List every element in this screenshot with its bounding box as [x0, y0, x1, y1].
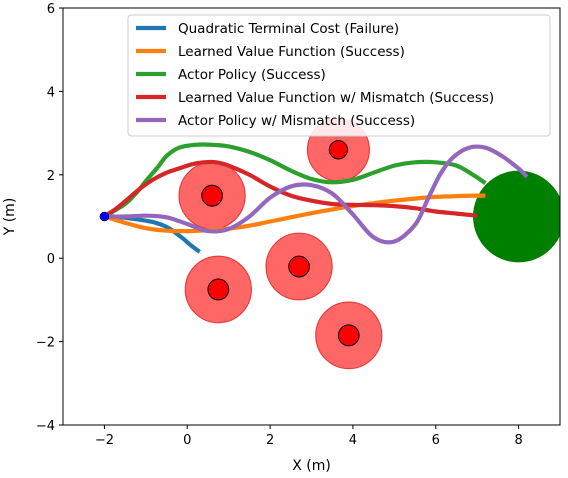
x-axis-label: X (m)	[292, 458, 331, 474]
y-tick-label: 2	[47, 169, 55, 184]
series-line-5	[104, 144, 529, 245]
series-line-2	[103, 193, 486, 234]
start-point	[99, 211, 110, 222]
legend-entry-2: Learned Value Function (Success)	[178, 44, 405, 60]
x-tick-label: 8	[514, 433, 522, 448]
y-axis-label: Y (m)	[2, 198, 18, 237]
y-tick-label: −4	[36, 419, 55, 434]
legend: Quadratic Terminal Cost (Failure) Learned…	[127, 14, 551, 137]
y-tick-label: 4	[47, 85, 55, 100]
legend-entry-5: Actor Policy w/ Mismatch (Success)	[178, 113, 415, 129]
x-tick-label: −2	[95, 433, 114, 448]
goal-region	[473, 170, 560, 263]
obstacle-core-3	[288, 255, 310, 278]
x-tick-label: 0	[183, 433, 191, 448]
series-line-4	[103, 159, 478, 219]
obstacle-core-4	[328, 140, 349, 160]
x-tick-label: 2	[266, 433, 274, 448]
legend-box	[127, 14, 551, 137]
axis-ticks: −2 0 2 4 6 8 −4 −2 0 2 4 6	[36, 2, 523, 448]
legend-entry-4: Learned Value Function w/ Mismatch (Succ…	[178, 90, 494, 106]
obstacle-core-5	[337, 324, 360, 347]
legend-entry-1: Quadratic Terminal Cost (Failure)	[178, 21, 399, 37]
plot-area	[99, 118, 560, 370]
axes-frame	[62, 7, 561, 426]
obstacle-core-2	[207, 278, 230, 301]
y-tick-label: 6	[47, 2, 55, 17]
x-tick-label: 4	[349, 433, 357, 448]
y-tick-label: 0	[47, 252, 55, 267]
obstacle-core-1	[201, 184, 223, 207]
legend-entry-3: Actor Policy (Success)	[178, 67, 326, 83]
y-tick-label: −2	[36, 336, 55, 351]
x-tick-label: 6	[432, 433, 440, 448]
series-line-3	[103, 142, 487, 219]
